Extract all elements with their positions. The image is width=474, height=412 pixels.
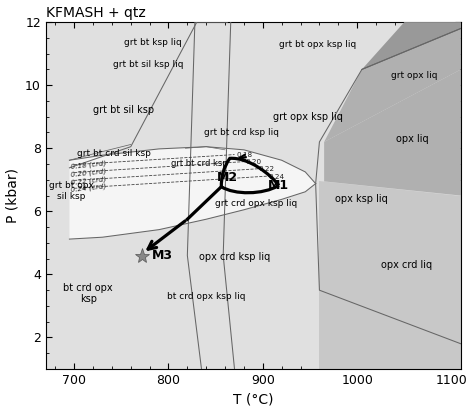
Text: grt bt sil ksp liq: grt bt sil ksp liq <box>113 60 184 69</box>
Text: bt crd opx ksp liq: bt crd opx ksp liq <box>167 292 246 301</box>
Text: grt bt crd ksp liq: grt bt crd ksp liq <box>204 128 279 137</box>
Text: grt bt opx
sil ksp: grt bt opx sil ksp <box>49 181 94 201</box>
Text: 0.18 (crd): 0.18 (crd) <box>70 159 107 170</box>
Text: 0.22 (crd): 0.22 (crd) <box>70 176 107 185</box>
Text: grt crd opx ksp liq: grt crd opx ksp liq <box>215 199 297 208</box>
Text: 0.20 (crd): 0.20 (crd) <box>70 167 107 178</box>
Text: M3: M3 <box>151 249 173 262</box>
Text: M2: M2 <box>218 171 238 184</box>
Text: opx crd liq: opx crd liq <box>381 260 432 270</box>
Text: M1: M1 <box>268 179 290 192</box>
Polygon shape <box>324 28 461 142</box>
Text: grt bt sil ksp: grt bt sil ksp <box>92 105 154 115</box>
Y-axis label: P (kbar): P (kbar) <box>6 168 19 223</box>
Text: opx liq: opx liq <box>395 134 428 144</box>
Text: grt bt ksp liq: grt bt ksp liq <box>124 38 182 47</box>
Text: KFMASH + qtz: KFMASH + qtz <box>46 5 146 19</box>
Text: 0.20: 0.20 <box>246 159 262 165</box>
Polygon shape <box>69 147 316 239</box>
Text: grt opx ksp liq: grt opx ksp liq <box>273 112 343 122</box>
Text: grt bt crd ksp: grt bt crd ksp <box>171 159 228 168</box>
Text: bt crd opx
ksp: bt crd opx ksp <box>64 283 113 304</box>
Text: opx crd ksp liq: opx crd ksp liq <box>199 252 270 262</box>
Text: grt opx liq: grt opx liq <box>391 71 437 80</box>
Text: 0.22: 0.22 <box>258 166 274 172</box>
Text: grt bt crd sil ksp: grt bt crd sil ksp <box>77 150 151 159</box>
Text: opx ksp liq: opx ksp liq <box>336 194 388 204</box>
Text: 0.24: 0.24 <box>268 173 284 180</box>
Polygon shape <box>324 69 461 196</box>
Polygon shape <box>362 22 461 69</box>
X-axis label: T (°C): T (°C) <box>233 393 273 407</box>
Text: 0.24 (crd): 0.24 (crd) <box>70 183 107 193</box>
Polygon shape <box>319 181 461 369</box>
Text: 0.18: 0.18 <box>237 152 253 158</box>
Text: grt bt opx ksp liq: grt bt opx ksp liq <box>279 40 356 49</box>
